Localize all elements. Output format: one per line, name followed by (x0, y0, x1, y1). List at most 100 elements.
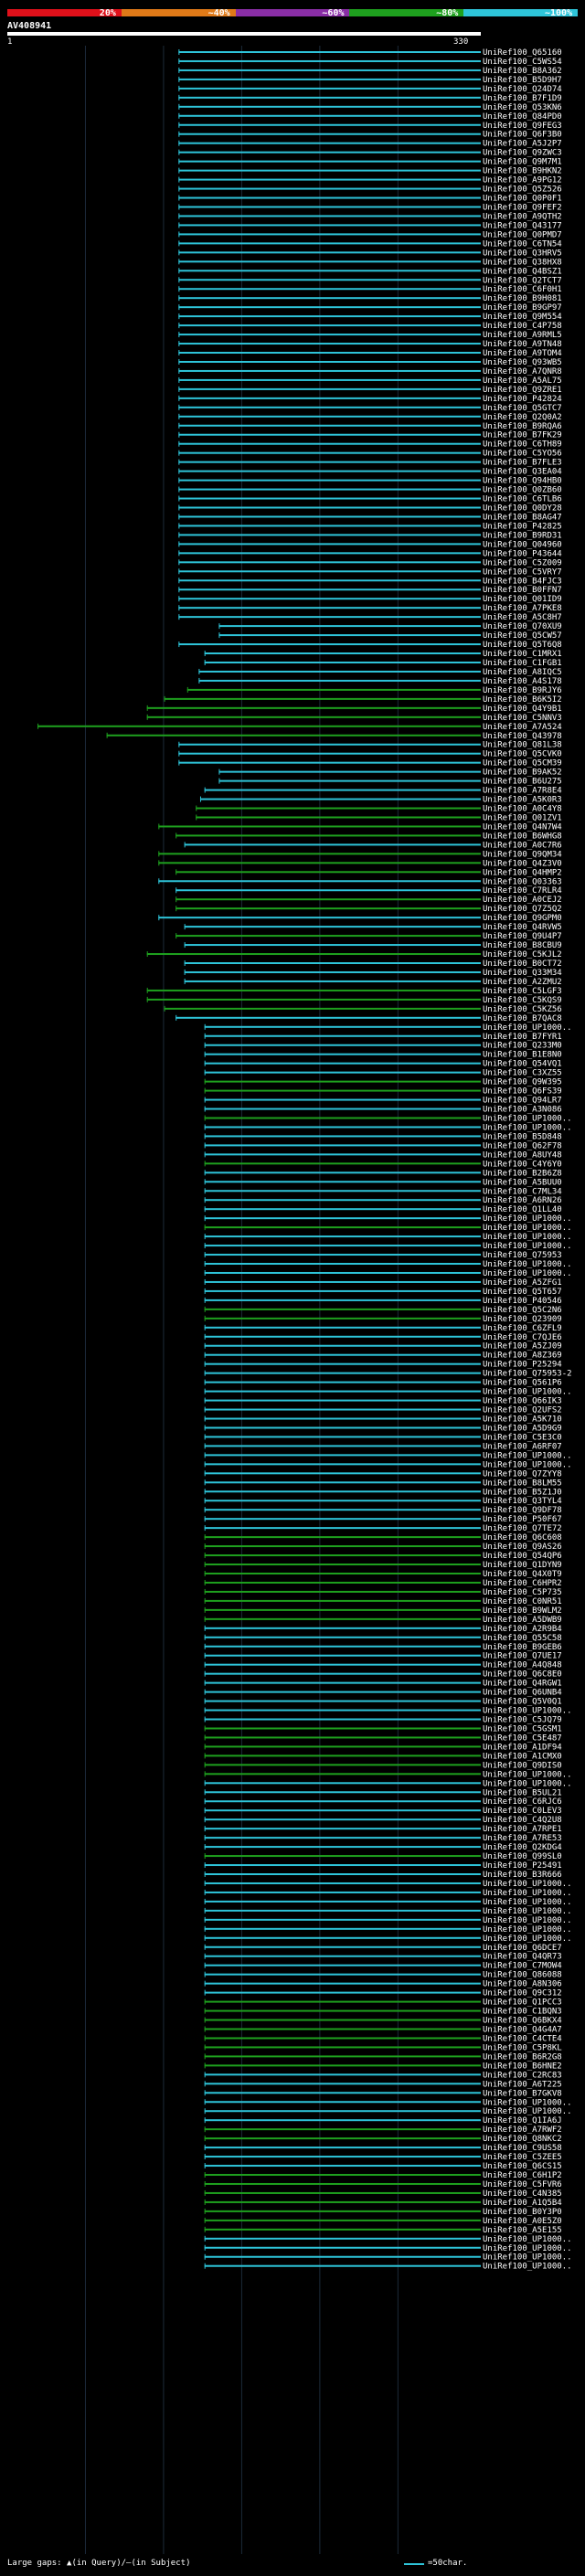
hit-bar[interactable] (204, 1564, 481, 1566)
hit-bar[interactable] (164, 697, 482, 700)
hit-label[interactable]: UniRef100_Q24D74 (483, 85, 562, 94)
hit-bar[interactable] (204, 2137, 481, 2140)
hit-label[interactable]: UniRef100_A1DF94 (483, 1743, 562, 1752)
hit-label[interactable]: UniRef100_A8IQC5 (483, 668, 562, 677)
hit-bar[interactable] (204, 1235, 481, 1238)
hit-label[interactable]: UniRef100_B5D9H7 (483, 76, 562, 85)
hit-label[interactable]: UniRef100_A5K710 (483, 1415, 562, 1425)
hit-bar[interactable] (178, 251, 482, 254)
hit-label[interactable]: UniRef100_Q6C608 (483, 1533, 562, 1542)
hit-label[interactable]: UniRef100_Q9DF78 (483, 1506, 562, 1515)
hit-label[interactable]: UniRef100_Q6BKX4 (483, 2017, 562, 2026)
hit-label[interactable]: UniRef100_B7GKV8 (483, 2089, 562, 2098)
hit-label[interactable]: UniRef100_B8AG47 (483, 513, 562, 522)
hit-bar[interactable] (204, 1071, 481, 1074)
hit-label[interactable]: UniRef100_A0C7R6 (483, 841, 562, 850)
hit-label[interactable]: UniRef100_Q86088 (483, 1971, 562, 1980)
hit-bar[interactable] (178, 178, 482, 181)
hit-label[interactable]: UniRef100_Q5T657 (483, 1288, 562, 1297)
hit-label[interactable]: UniRef100_Q6CS15 (483, 2162, 562, 2171)
hit-label[interactable]: UniRef100_A7R8E4 (483, 787, 562, 796)
hit-bar[interactable] (204, 1245, 481, 1247)
hit-label[interactable]: UniRef100_C7QJE6 (483, 1333, 562, 1342)
hit-label[interactable]: UniRef100_B6U275 (483, 778, 562, 787)
hit-label[interactable]: UniRef100_Q33M34 (483, 969, 562, 978)
hit-label[interactable]: UniRef100_C1BQN3 (483, 2008, 562, 2017)
hit-bar[interactable] (204, 1153, 481, 1156)
hit-bar[interactable] (204, 1417, 481, 1420)
hit-bar[interactable] (178, 607, 482, 610)
hit-bar[interactable] (204, 1736, 481, 1739)
hit-label[interactable]: UniRef100_C6HPR2 (483, 1579, 562, 1588)
hit-label[interactable]: UniRef100_Q5C2N6 (483, 1306, 562, 1315)
hit-label[interactable]: UniRef100_C4Y6Y0 (483, 1160, 562, 1169)
hit-bar[interactable] (204, 1472, 481, 1475)
hit-bar[interactable] (204, 1791, 481, 1794)
hit-bar[interactable] (204, 1700, 481, 1702)
hit-bar[interactable] (204, 1454, 481, 1457)
hit-label[interactable]: UniRef100_UP1000.. (483, 2244, 572, 2253)
hit-label[interactable]: UniRef100_B0CT72 (483, 959, 562, 969)
hit-label[interactable]: UniRef100_Q38HX8 (483, 258, 562, 267)
hit-label[interactable]: UniRef100_Q70XU9 (483, 622, 562, 631)
hit-label[interactable]: UniRef100_UP1000.. (483, 1123, 572, 1132)
hit-label[interactable]: UniRef100_Q01ID9 (483, 595, 562, 604)
hit-label[interactable]: UniRef100_B1E8N0 (483, 1051, 562, 1060)
hit-bar[interactable] (184, 944, 481, 947)
hit-label[interactable]: UniRef100_B9GEB6 (483, 1643, 562, 1652)
hit-label[interactable]: UniRef100_Q5T6Q8 (483, 641, 562, 650)
hit-label[interactable]: UniRef100_A7A524 (483, 723, 562, 732)
hit-label[interactable]: UniRef100_C5FVR6 (483, 2180, 562, 2189)
hit-label[interactable]: UniRef100_UP1000.. (483, 2098, 572, 2107)
hit-bar[interactable] (204, 1900, 481, 1903)
hit-label[interactable]: UniRef100_Q3EA04 (483, 468, 562, 477)
hit-label[interactable]: UniRef100_A2R9B4 (483, 1625, 562, 1634)
hit-bar[interactable] (204, 2064, 481, 2067)
hit-label[interactable]: UniRef100_UP1000.. (483, 1916, 572, 1925)
hit-bar[interactable] (204, 1162, 481, 1165)
hit-bar[interactable] (204, 2128, 481, 2131)
hit-label[interactable]: UniRef100_B6HNE2 (483, 2062, 562, 2071)
hit-bar[interactable] (204, 1280, 481, 1283)
hit-bar[interactable] (204, 1353, 481, 1356)
hit-bar[interactable] (178, 761, 482, 764)
hit-bar[interactable] (178, 87, 482, 90)
hit-bar[interactable] (204, 1754, 481, 1757)
hit-bar[interactable] (178, 369, 482, 372)
hit-label[interactable]: UniRef100_Q6FS39 (483, 1087, 562, 1097)
hit-label[interactable]: UniRef100_Q9DIS0 (483, 1761, 562, 1770)
hit-bar[interactable] (204, 2191, 481, 2194)
hit-bar[interactable] (146, 706, 482, 709)
hit-label[interactable]: UniRef100_C6TH89 (483, 440, 562, 450)
hit-label[interactable]: UniRef100_Q6UNB4 (483, 1689, 562, 1698)
hit-bar[interactable] (178, 96, 482, 99)
hit-label[interactable]: UniRef100_C6RJC6 (483, 1797, 562, 1807)
hit-bar[interactable] (204, 1500, 481, 1502)
hit-bar[interactable] (204, 1254, 481, 1256)
hit-label[interactable]: UniRef100_A8N306 (483, 1980, 562, 1989)
hit-bar[interactable] (204, 1982, 481, 1985)
hit-bar[interactable] (204, 1846, 481, 1849)
hit-bar[interactable] (204, 2046, 481, 2049)
hit-bar[interactable] (184, 926, 481, 928)
hit-label[interactable]: UniRef100_UP1000.. (483, 1269, 572, 1278)
hit-bar[interactable] (178, 752, 482, 755)
hit-bar[interactable] (204, 1190, 481, 1193)
hit-bar[interactable] (204, 2200, 481, 2203)
hit-label[interactable]: UniRef100_A8Z369 (483, 1352, 562, 1361)
hit-bar[interactable] (204, 1080, 481, 1083)
hit-bar[interactable] (184, 970, 481, 973)
hit-bar[interactable] (204, 2156, 481, 2158)
hit-bar[interactable] (204, 1745, 481, 1748)
hit-bar[interactable] (204, 1181, 481, 1183)
hit-label[interactable]: UniRef100_A1Q5B4 (483, 2199, 562, 2208)
hit-bar[interactable] (204, 1326, 481, 1329)
hit-label[interactable]: UniRef100_C5Z009 (483, 558, 562, 567)
hit-label[interactable]: UniRef100_UP1000.. (483, 1214, 572, 1224)
hit-label[interactable]: UniRef100_B3R666 (483, 1871, 562, 1880)
hit-label[interactable]: UniRef100_A5BUU0 (483, 1178, 562, 1187)
hit-bar[interactable] (176, 889, 481, 892)
hit-label[interactable]: UniRef100_UP1000.. (483, 1451, 572, 1460)
hit-label[interactable]: UniRef100_UP1000.. (483, 1779, 572, 1788)
hit-label[interactable]: UniRef100_C4CTE4 (483, 2034, 562, 2043)
